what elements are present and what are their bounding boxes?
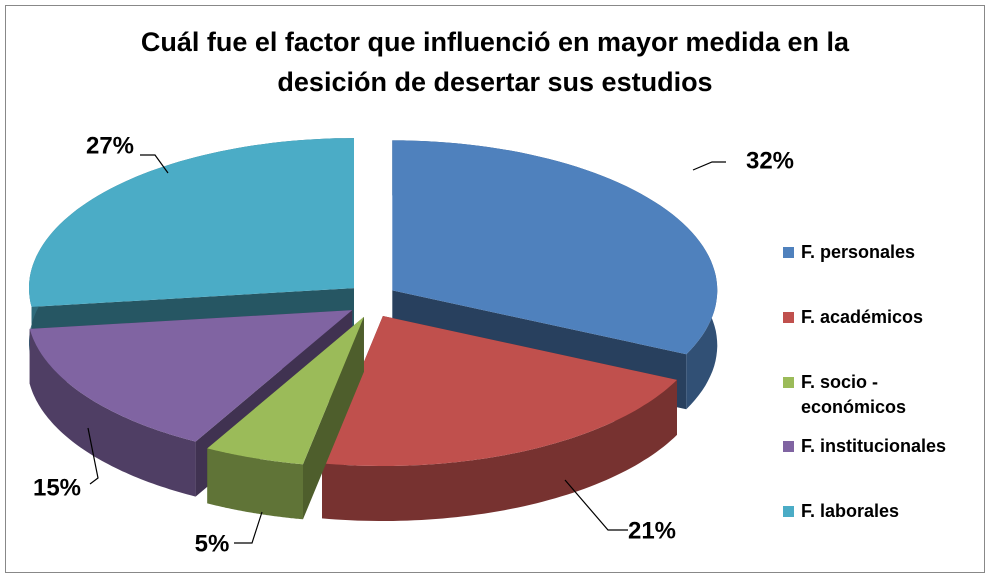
legend-label: F. socio - económicos: [801, 372, 907, 417]
legend-item: F. personales: [783, 240, 990, 265]
slice: [29, 310, 353, 442]
pie: [29, 138, 718, 521]
chart-title: Cuál fue el factor que influenció en may…: [140, 27, 850, 97]
legend-label: F. institucionales: [801, 436, 947, 456]
legend-swatch: [783, 506, 794, 517]
legend-swatch: [783, 312, 794, 323]
slice: [29, 138, 354, 307]
leader-line: [692, 161, 726, 171]
data-label: 32%: [746, 147, 794, 174]
leader-line: [140, 154, 169, 174]
data-label: 27%: [86, 132, 134, 159]
legend-item: F. laborales: [783, 499, 990, 524]
slice-side: [207, 448, 303, 520]
leader-line: [87, 427, 99, 485]
slice: [322, 316, 677, 466]
legend-swatch: [783, 377, 794, 388]
data-label: 21%: [628, 517, 676, 544]
slice: [207, 316, 364, 465]
legend-label: F. laborales: [801, 501, 900, 521]
slice-side: [322, 379, 677, 521]
legend-label: F. personales: [801, 242, 916, 262]
data-label: 15%: [33, 474, 81, 501]
legend-label: F. académicos: [801, 307, 924, 327]
slice-side: [29, 328, 196, 497]
data-label: 5%: [195, 530, 230, 557]
legend-item: F. institucionales: [783, 434, 990, 459]
legend-swatch: [783, 247, 794, 258]
legend-item: F. académicos: [783, 305, 990, 330]
legend-item: F. socio - económicos: [783, 370, 921, 420]
leader-lines: [87, 154, 726, 544]
leader-line: [234, 511, 263, 544]
leader-line: [564, 479, 628, 531]
slice: [392, 140, 718, 355]
legend-swatch: [783, 441, 794, 452]
